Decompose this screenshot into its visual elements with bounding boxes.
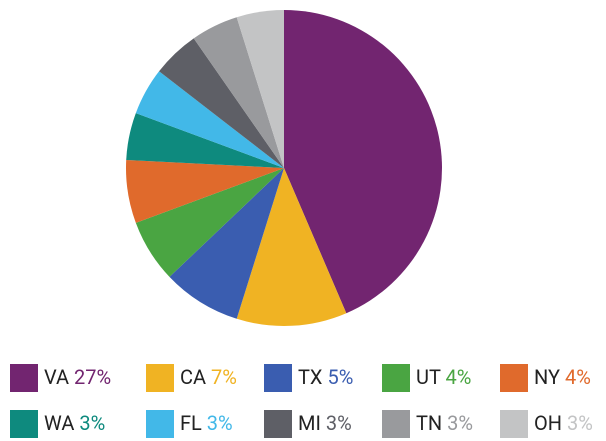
pie-slice [126, 113, 284, 168]
legend-label: WA 3% [44, 411, 105, 435]
legend-swatch [264, 410, 292, 438]
legend-label: UT 4% [416, 365, 471, 389]
pie-slice [236, 168, 347, 326]
legend-value: 3% [79, 411, 105, 435]
pie-slice [126, 159, 284, 223]
pie-slice [135, 168, 284, 277]
legend-label: FL 3% [180, 411, 233, 435]
legend-label: TN 3% [416, 411, 473, 435]
legend-category: WA [44, 411, 74, 435]
legend-value: 4% [445, 365, 471, 389]
legend-value: 27% [74, 365, 111, 389]
legend-swatch [146, 364, 174, 392]
legend-label: NY 4% [534, 365, 591, 389]
legend-label: CA 7% [180, 365, 237, 389]
legend-swatch [146, 410, 174, 438]
legend-value: 3% [207, 411, 233, 435]
pie-slice [169, 168, 284, 319]
legend-category: VA [44, 365, 69, 389]
pie-slice [135, 71, 284, 168]
legend-label: MI 3% [298, 411, 352, 435]
legend-category: UT [416, 365, 441, 389]
legend-category: OH [534, 411, 562, 435]
legend-swatch [10, 364, 38, 392]
legend-category: NY [534, 365, 560, 389]
legend-category: TX [298, 365, 323, 389]
legend-category: MI [298, 411, 321, 435]
legend-value: 7% [211, 365, 237, 389]
legend-swatch [500, 364, 528, 392]
pie-slice [193, 17, 284, 168]
legend-label: TX 5% [298, 365, 353, 389]
legend-value: 3% [567, 411, 593, 435]
legend-label: OH 3% [534, 411, 593, 435]
legend-swatch [10, 410, 38, 438]
legend-swatch [500, 410, 528, 438]
legend-swatch [382, 364, 410, 392]
pie-slice [236, 10, 284, 168]
legend-value: 5% [327, 365, 353, 389]
legend-category: CA [180, 365, 206, 389]
legend-swatch [382, 410, 410, 438]
legend-value: 3% [326, 411, 352, 435]
legend-value: 4% [565, 365, 591, 389]
pie-slice [159, 38, 284, 168]
legend-label: VA 27% [44, 365, 111, 389]
pie-slice [284, 10, 443, 314]
legend-category: FL [180, 411, 202, 435]
legend-swatch [264, 364, 292, 392]
legend-category: TN [416, 411, 442, 435]
legend-value: 3% [447, 411, 473, 435]
